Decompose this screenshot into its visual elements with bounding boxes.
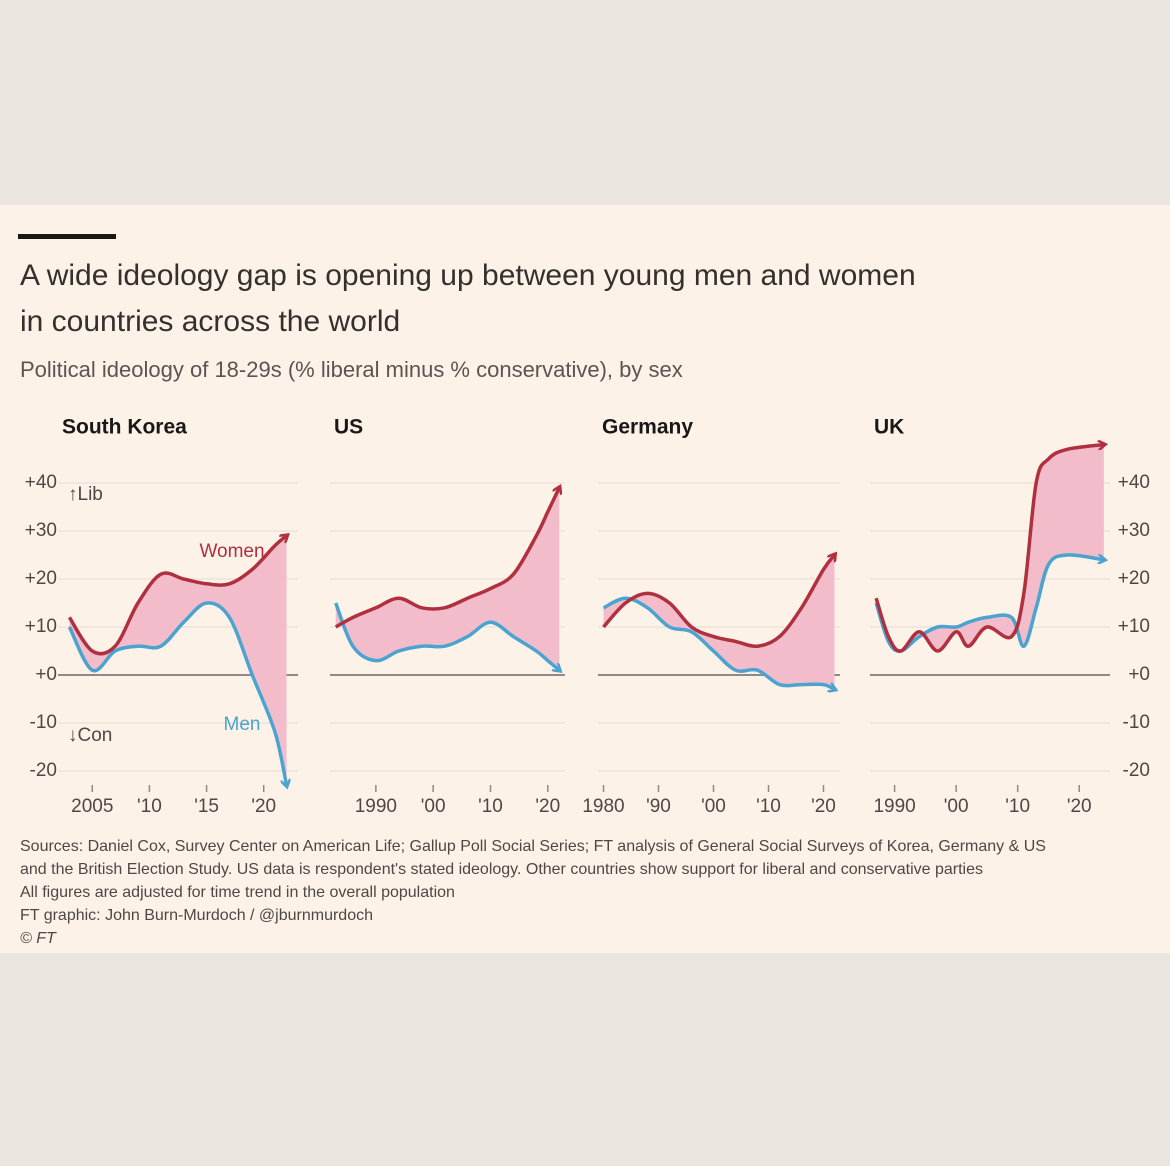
panel-title: South Korea <box>62 416 187 439</box>
series-line <box>67 536 286 656</box>
x-tick-label: '00 <box>421 796 446 817</box>
gap-area <box>69 535 287 786</box>
source-line: FT graphic: John Burn-Murdoch / @jburnmu… <box>20 907 373 924</box>
gap-area <box>876 444 1104 652</box>
y-tick-label: +40 <box>25 472 57 493</box>
y-tick-label: -10 <box>1123 712 1150 733</box>
y-tick-label: +20 <box>25 568 57 589</box>
x-tick-label: '10 <box>137 796 162 817</box>
x-tick-label: '10 <box>756 796 781 817</box>
gap-area <box>335 487 560 671</box>
y-tick-label: +30 <box>25 520 57 541</box>
gap-area <box>603 555 835 690</box>
title-rule <box>18 234 116 239</box>
series-line <box>602 596 835 689</box>
series-line <box>874 445 1104 653</box>
y-tick-label: -10 <box>30 712 57 733</box>
x-tick-label: 1990 <box>355 796 397 817</box>
x-tick-label: '20 <box>251 796 276 817</box>
panel-title: Germany <box>602 416 693 439</box>
panel-title: UK <box>874 416 904 439</box>
y-tick-label: +40 <box>1118 472 1150 493</box>
x-tick-label: '20 <box>1067 796 1092 817</box>
y-tick-label: -20 <box>1123 760 1150 781</box>
x-tick-label: 1980 <box>582 796 624 817</box>
x-tick-label: '00 <box>701 796 726 817</box>
series-line <box>67 601 286 786</box>
source-line: © FT <box>20 930 57 947</box>
x-tick-label: 2005 <box>71 796 113 817</box>
series-line <box>334 602 560 670</box>
x-tick-label: '10 <box>1005 796 1030 817</box>
y-tick-label: +10 <box>1118 616 1150 637</box>
subtitle: Political ideology of 18-29s (% liberal … <box>20 357 683 382</box>
title-line: in countries across the world <box>20 305 400 338</box>
y-tick-label: +0 <box>35 664 57 685</box>
source-line: Sources: Daniel Cox, Survey Center on Am… <box>20 838 1046 855</box>
annotation: ↑Lib <box>68 484 103 505</box>
annotation: ↓Con <box>68 725 112 746</box>
x-tick-label: '90 <box>646 796 671 817</box>
source-line: and the British Election Study. US data … <box>20 861 983 878</box>
x-tick-label: '20 <box>535 796 560 817</box>
x-tick-label: '15 <box>194 796 219 817</box>
series-label: Women <box>199 541 264 562</box>
x-tick-label: 1990 <box>873 796 915 817</box>
source-line: All figures are adjusted for time trend … <box>20 884 455 901</box>
y-tick-label: -20 <box>30 760 57 781</box>
series-label: Men <box>224 714 261 735</box>
y-tick-label: +30 <box>1118 520 1150 541</box>
x-tick-label: '10 <box>478 796 503 817</box>
x-tick-label: '20 <box>811 796 836 817</box>
series-line <box>334 488 560 629</box>
panel-title: US <box>334 416 363 439</box>
series-line <box>602 555 835 649</box>
title-line: A wide ideology gap is opening up betwee… <box>20 259 916 292</box>
y-tick-label: +0 <box>1128 664 1150 685</box>
x-tick-label: '00 <box>944 796 969 817</box>
y-tick-label: +20 <box>1118 568 1150 589</box>
y-tick-label: +10 <box>25 616 57 637</box>
